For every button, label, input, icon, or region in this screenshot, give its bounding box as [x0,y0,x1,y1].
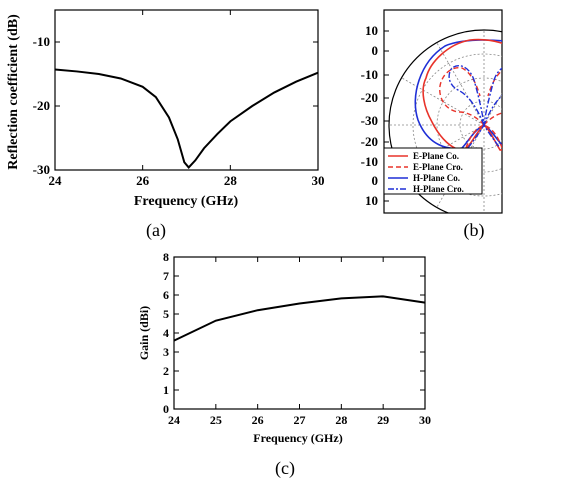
caption: (c) [275,458,295,479]
r-tick-label: -20 [361,90,378,105]
x-tick-label: 30 [312,173,325,188]
plot-frame [54,9,319,171]
x-tick-label: 28 [335,413,347,427]
series-line [173,295,426,342]
x-axis-label: Frequency (GHz) [134,194,239,209]
plot-frame [173,256,426,410]
y-tick-label: -10 [33,34,50,49]
x-tick-label: 26 [252,413,264,427]
y-tick-label: 0 [163,402,169,416]
x-tick-label: 26 [136,173,150,188]
plot-frame [383,9,503,214]
x-tick-label: 27 [294,413,306,427]
x-tick-label: 25 [210,413,222,427]
grid-circle [388,29,502,213]
caption: (b) [464,220,485,241]
r-tick-label: 0 [372,43,379,58]
r-tick-label: 10 [365,193,378,208]
x-tick-label: 30 [419,413,431,427]
chart-reflection-coefficient: 24 26 28 30 -30 -20 -10 Frequency (GHz) Reflec… [6,9,325,241]
r-tick-label: -30 [361,113,378,128]
x-tick-label: 24 [49,173,63,188]
series-line [54,68,319,169]
chart-radiation-pattern: 10 0 -10 -20 -30 -20 -10 0 10 E-Plane Co. E-Plan… [361,9,503,241]
r-tick-label: -10 [361,67,378,82]
x-axis-label: Frequency (GHz) [253,431,342,445]
caption: (a) [146,220,166,241]
series-h-plane-cro [448,64,502,149]
x-tick-label: 29 [377,413,389,427]
legend-label: E-Plane Cro. [413,162,463,172]
y-axis-label: Reflection coefficient (dB) [6,14,21,170]
r-tick-label: -10 [361,154,378,169]
y-tick-label: 8 [163,250,169,264]
y-tick-label: 4 [163,326,169,340]
r-tick-label: -20 [361,134,378,149]
y-tick-label: -20 [33,98,50,113]
grid-circle [436,77,502,173]
legend-label: H-Plane Cro. [413,184,464,194]
legend-label: E-Plane Co. [413,151,459,161]
r-tick-label: 0 [372,173,379,188]
y-tick-label: 1 [163,383,169,397]
y-tick-label: 5 [163,307,169,321]
legend-label: H-Plane Co. [413,173,460,183]
y-axis-label: Gain (dBi) [137,306,151,360]
y-tick-label: 7 [163,269,169,283]
series-e-plane-co [422,38,502,151]
x-tick-label: 28 [224,173,238,188]
y-tick-label: 6 [163,288,169,302]
r-tick-label: 10 [365,23,378,38]
y-tick-label: -30 [33,162,50,177]
x-tick-label: 24 [168,413,180,427]
y-tick-label: 3 [163,345,169,359]
legend: E-Plane Co. E-Plane Cro. H-Plane Co. H-P… [383,147,483,195]
y-tick-label: 2 [163,364,169,378]
